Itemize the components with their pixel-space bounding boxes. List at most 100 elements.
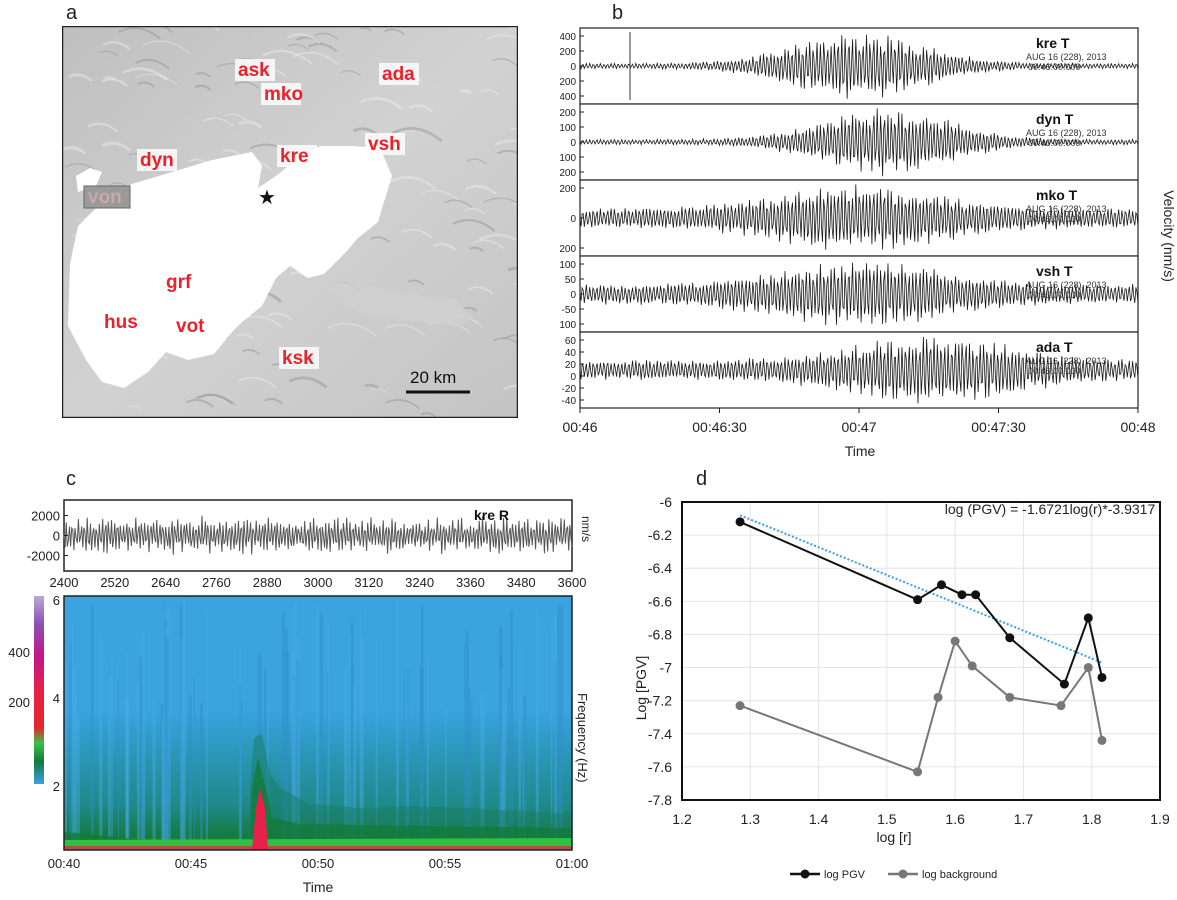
waveform-xtick: 00:48: [1120, 419, 1155, 435]
fit-line: [739, 514, 1103, 664]
fit-equation: log (PGV) = -1.6721log(r)*-3.9317: [945, 501, 1156, 517]
pgv-xtick: 1.5: [877, 811, 897, 827]
waveform-ytick: -200: [560, 244, 576, 255]
station-label-kre: kre: [280, 146, 309, 167]
station-label-ada: ada: [382, 64, 415, 85]
waveform-ytick: 20: [565, 360, 577, 371]
waveform-ytick: -100: [560, 320, 576, 331]
waveform-ytick: 100: [560, 260, 576, 271]
data-point: [913, 767, 923, 777]
data-point: [957, 590, 967, 600]
legend-label: log PGV: [824, 869, 866, 881]
data-point: [933, 692, 943, 702]
pgv-ytick: -6.6: [648, 593, 672, 609]
pgv-ytick: -7: [660, 660, 673, 676]
waveform-ytick: 0: [570, 372, 576, 383]
trace-ytick: 0: [53, 529, 60, 544]
waveform-ytick: -100: [560, 153, 576, 164]
station-label-vsh: vsh: [368, 134, 401, 155]
trace-xtick: 2640: [151, 575, 180, 590]
station-label-von: von: [88, 187, 122, 208]
waveform-ytick: -200: [560, 168, 576, 179]
trace-unit-label: nm/s: [579, 516, 593, 542]
waveform-ytick: 0: [570, 214, 576, 225]
trace-ytick: 2000: [31, 509, 60, 524]
waveform-ytick: 40: [565, 348, 577, 359]
trace-xtick: 2880: [253, 575, 282, 590]
trace-date-label: AUG 16 (228), 2013: [1026, 52, 1107, 62]
trace-xtick: 3480: [507, 575, 536, 590]
waveform-ytick: -400: [560, 92, 576, 103]
waveform-ytick: 200: [560, 184, 576, 195]
pgv-ylabel: Log [PGV]: [633, 656, 649, 721]
trace-name-label: kre T: [1036, 35, 1070, 51]
trace-xtick: 2520: [100, 575, 129, 590]
waveform-ytick: 60: [565, 336, 577, 347]
waveform-ytick: 200: [560, 47, 576, 58]
trace-date-label: AUG 16 (228), 2013: [1026, 128, 1107, 138]
trace-xtick: 3600: [558, 575, 587, 590]
trace-ytick: -2000: [27, 549, 60, 564]
waveform-xlabel: Time: [845, 443, 876, 459]
epicenter-star-icon: ★: [258, 187, 276, 209]
legend-label: log background: [922, 869, 997, 881]
pgv-xtick: 1.9: [1150, 811, 1170, 827]
data-point: [1083, 613, 1093, 623]
trace-xtick: 3120: [354, 575, 383, 590]
station-label-grf: grf: [166, 272, 192, 293]
pgv-xtick: 1.2: [672, 811, 692, 827]
glacier-area: [68, 146, 392, 388]
trace-date-label: AUG 16 (228), 2013: [1026, 280, 1107, 290]
pgv-ytick: -6: [660, 494, 673, 510]
waveform-ytick: -20: [562, 384, 577, 395]
trace-xtick: 3240: [405, 575, 434, 590]
station-label-mko: mko: [264, 84, 303, 105]
trace-time-label: 00:46:00.000: [1028, 62, 1081, 72]
data-point: [950, 636, 960, 646]
station-label-ksk: ksk: [282, 348, 314, 369]
pgv-ytick: -6.4: [648, 560, 672, 576]
trace-time-label: 00:46:00.000: [1028, 214, 1081, 224]
data-point: [735, 701, 745, 711]
pgv-xtick: 1.6: [945, 811, 965, 827]
spectrogram-xtick: 01:00: [556, 856, 589, 871]
spectrogram-ytick: 2: [53, 779, 60, 794]
trace-name-label: vsh T: [1036, 263, 1073, 279]
colorbar: [34, 596, 44, 784]
waveform-xtick: 00:47: [841, 419, 876, 435]
waveform-xtick: 00:46:30: [692, 419, 747, 435]
station-label-hus: hus: [104, 312, 138, 333]
pgv-ytick: -7.8: [648, 792, 672, 808]
trace-xtick: 2400: [50, 575, 79, 590]
waveform-xtick: 00:46: [562, 419, 597, 435]
trace-time-label: 00:46:00.000: [1028, 138, 1081, 148]
waveform-trace: [579, 184, 1139, 250]
waveform-trace: [579, 34, 1139, 99]
panel-label-d: d: [696, 468, 708, 490]
pgv-xtick: 1.7: [1014, 811, 1034, 827]
station-label-ask: ask: [238, 60, 270, 81]
waveform-trace: [579, 262, 1139, 326]
spectrogram-ylabel: Frequency (Hz): [575, 693, 590, 783]
waveform-xtick: 00:47:30: [971, 419, 1026, 435]
spectrogram-xtick: 00:40: [48, 856, 81, 871]
pgv-ytick: -7.4: [648, 726, 672, 742]
trace-xtick: 2760: [202, 575, 231, 590]
kre-r-label: kre R: [474, 507, 509, 523]
data-point: [1005, 692, 1015, 702]
data-point: [967, 661, 977, 671]
waveform-ytick: 0: [570, 290, 576, 301]
colorbar-tick: 400: [8, 645, 30, 660]
data-point: [735, 517, 745, 527]
waveform-ytick: 100: [560, 123, 576, 134]
data-point: [1097, 735, 1107, 745]
trace-xtick: 3360: [456, 575, 485, 590]
data-point: [1005, 633, 1015, 643]
waveform-ylabel: Velocity (nm/s): [1161, 190, 1177, 282]
series-line: [739, 638, 1103, 774]
waveform-ytick: -200: [560, 77, 576, 88]
kre-r-trace: [63, 515, 573, 555]
trace-date-label: AUG 16 (228), 2013: [1026, 356, 1107, 366]
data-point: [936, 580, 946, 590]
